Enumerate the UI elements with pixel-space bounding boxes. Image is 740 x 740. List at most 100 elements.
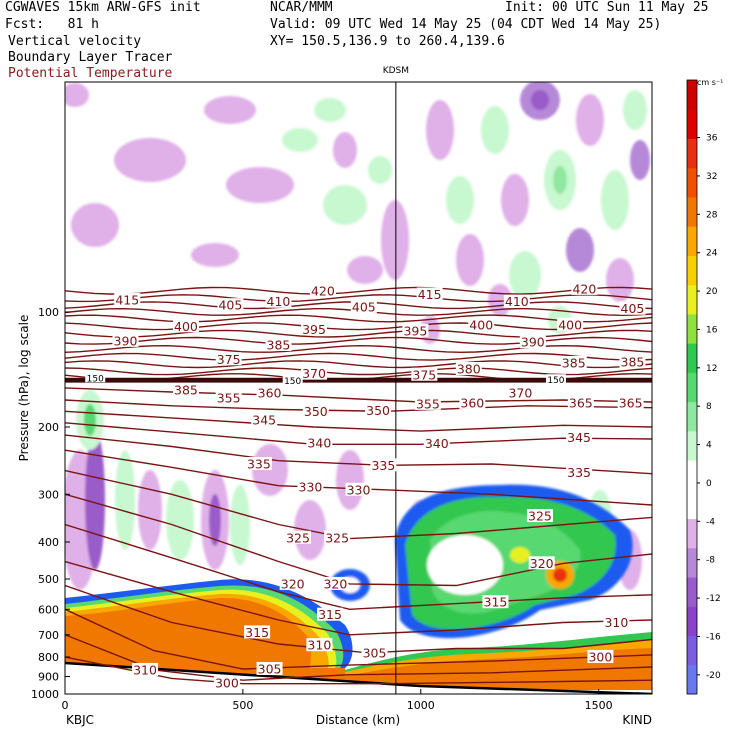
endpoint-right: KIND [622,713,652,727]
theta-contour [65,560,652,636]
theta-label: 375 [412,367,436,382]
colorbar-tick-label: 12 [706,364,717,374]
colorbar: 36 32 28 24 20 16 12 8 4 0 -4 -8 -12 -16 -20 [686,79,721,695]
theta-label: 315 [245,625,269,640]
theta-label-bg [587,649,614,663]
field-boundary-layer-tracer: Boundary Layer Tracer [8,50,173,65]
colorbar-tick-label: 16 [706,325,718,335]
colorbar-tick-label: 36 [706,134,718,144]
theta-label: 345 [567,430,591,445]
theta-label: 330 [347,482,371,497]
theta-label-bg [619,354,646,368]
y-axis-label: Pressure (hPa), log scale [17,315,31,462]
theta-contour [65,410,652,432]
colorbar-tick-label: 20 [706,287,718,297]
colorbar-tick-label: 4 [706,441,712,451]
theta-label: 405 [621,301,645,316]
theta-label: 385 [174,382,198,397]
theta-label: 315 [484,595,508,610]
colorbar-segment [687,547,697,578]
theta-contour [65,449,652,506]
theta-label: 390 [114,333,138,348]
theta-label-bg [213,675,240,689]
theta-label: 315 [318,607,342,622]
theta-contour [65,399,652,413]
colorbar-segment [687,664,697,695]
theta-label-bg [114,292,141,306]
theta-label: 400 [174,319,198,334]
y-tick-label: 500 [38,573,59,586]
theta-label-bg [172,382,199,396]
vertical-velocity-field [65,82,652,694]
theta-label: 325 [325,530,349,545]
theta-label: 385 [621,354,645,369]
theta-contour [65,329,652,338]
theta-label-bg [301,322,328,336]
theta-label: 415 [418,287,442,302]
theta-label-bg [560,356,587,370]
colorbar-segment [687,518,697,549]
colorbar-segment [687,401,697,432]
theta-label: 405 [352,299,376,314]
theta-label: 355 [416,396,440,411]
theta-contour [65,523,652,611]
field-vertical-velocity: Vertical velocity [8,34,142,49]
theta-label: 375 [217,352,241,367]
theta-contour [65,314,652,323]
colorbar-segment [687,460,697,490]
theta-label-bg [309,283,336,297]
colorbar-frame [686,79,698,695]
colorbar-tick-label: -4 [706,517,715,527]
colorbar-segment [687,606,697,637]
x-tick-label: 1000 [407,699,435,712]
theta-label: 395 [403,323,427,338]
colorbar-segment [687,109,697,139]
y-tick-label: 1000 [31,688,59,701]
theta-label-bg [526,508,553,522]
theta-label-bg [557,317,584,331]
theta-label-bg [423,436,450,450]
theta-label-bg [244,625,271,639]
theta-label: 365 [619,395,643,410]
theta-label: 330 [299,479,323,494]
theta-label-bg [414,396,441,410]
theta-label-bg [322,576,349,590]
colorbar-tick-label: 0 [706,479,712,489]
tropopause-label: 150 [547,376,564,386]
theta-label-bg [317,607,344,621]
station-label: KDSM [383,66,409,76]
theta-contour [65,608,652,670]
theta-contour [65,344,652,354]
y-tick-label: 300 [38,488,59,501]
theta-label: 415 [115,292,139,307]
theta-label-bg [302,404,329,418]
theta-label-bg [132,662,159,676]
theta-label-bg [528,556,555,570]
theta-label: 325 [286,530,310,545]
theta-label: 340 [307,435,331,450]
theta-label: 370 [302,366,326,381]
theta-label: 350 [366,403,390,418]
cross-section-coords: XY= 150.5,136.9 to 260.4,139.6 [270,34,505,49]
theta-label: 320 [281,576,305,591]
theta-contour [65,336,652,345]
theta-label: 390 [521,335,545,350]
tropopause-label-bg [282,375,303,385]
theta-label-bg [265,337,292,351]
field-potential-temperature: Potential Temperature [8,66,173,81]
theta-label-bg [567,395,594,409]
colorbar-segment [687,226,697,256]
theta-label-bg [402,323,429,337]
theta-label: 310 [604,615,628,630]
theta-label-bg [279,576,306,590]
y-tick-label: 600 [38,603,59,616]
center-label: NCAR/MMM [270,0,333,15]
y-tick-label: 100 [38,306,59,319]
theta-contours [65,286,652,685]
theta-labels: 420 415 405 410 405 415 410 420 405 390 400 395 395 4… [85,281,646,690]
theta-label-bg [507,386,534,400]
colorbar-segment [687,577,697,607]
colorbar-segment [687,80,697,110]
theta-label: 400 [558,317,582,332]
